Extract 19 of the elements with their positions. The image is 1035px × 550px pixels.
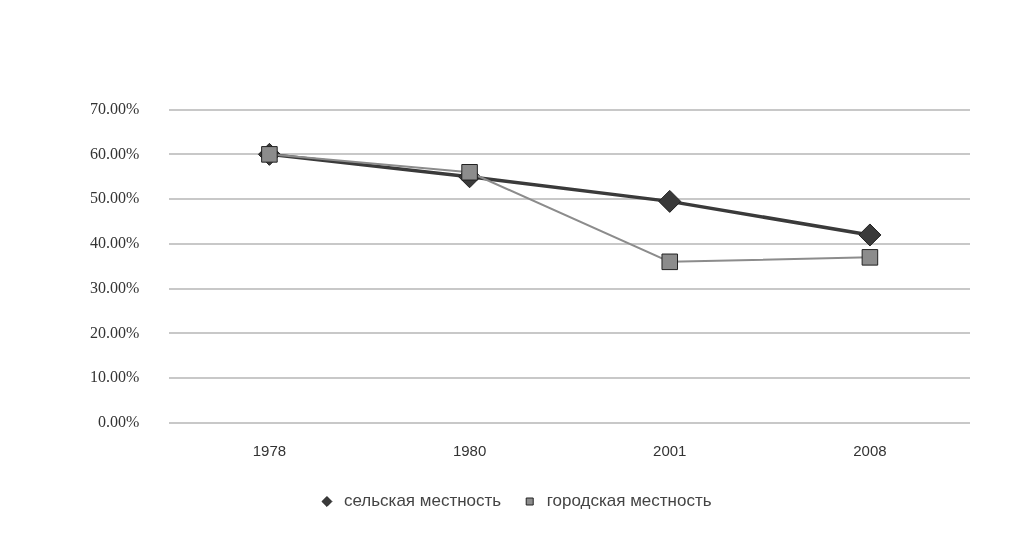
y-tick-label: 0.00%	[98, 413, 140, 431]
y-tick-label: 60.00%	[90, 144, 140, 162]
x-tick-label: 2008	[853, 442, 887, 460]
point	[658, 189, 682, 213]
x-tick-label: 2001	[653, 442, 687, 460]
point	[858, 223, 882, 247]
point	[861, 249, 879, 266]
legend-label: городская местность	[546, 491, 712, 511]
x-tick-label: 1978	[252, 442, 287, 460]
legend-label: сельская местность	[343, 491, 502, 511]
point	[661, 253, 679, 271]
y-tick-label: 30.00%	[90, 278, 140, 296]
y-tick-label: 50.00%	[90, 189, 140, 207]
y-tick-label: 10.00%	[90, 368, 140, 386]
x-tick-label: 1980	[452, 442, 487, 460]
y-tick-label: 40.00%	[90, 234, 140, 252]
point	[461, 164, 478, 181]
y-tick-label: 70.00%	[90, 99, 140, 117]
y-tick-label: 20.00%	[90, 323, 140, 341]
